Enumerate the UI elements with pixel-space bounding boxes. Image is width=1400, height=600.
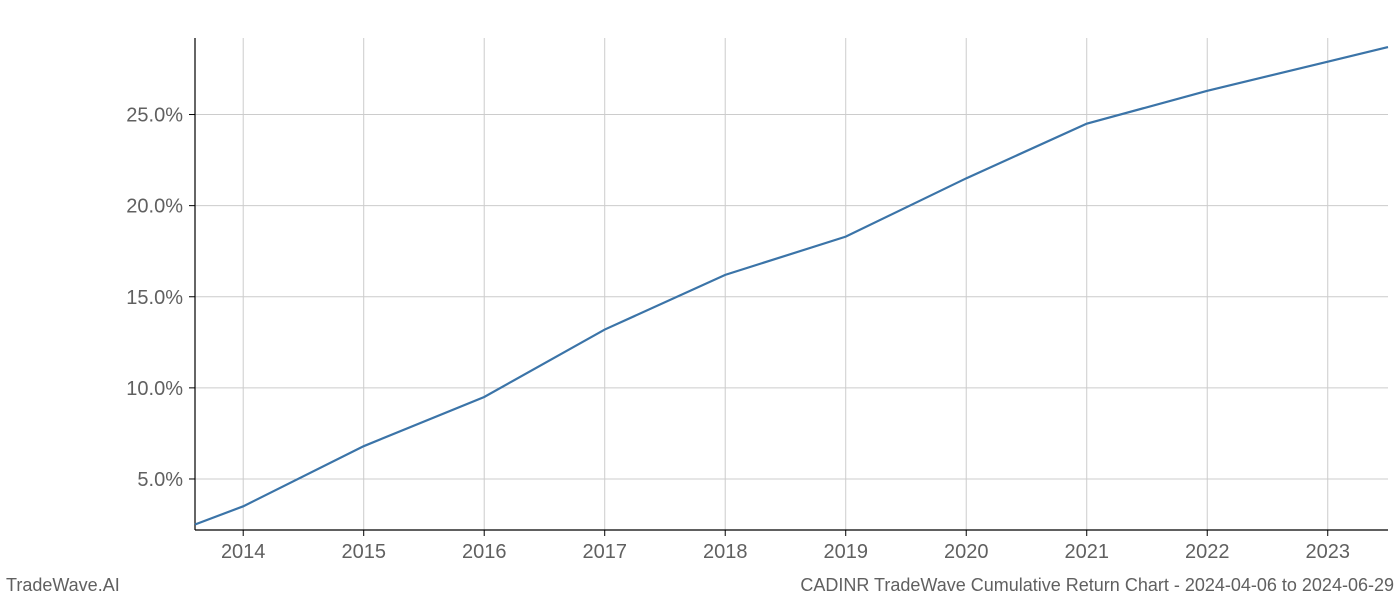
y-tick-label: 10.0% bbox=[126, 378, 183, 400]
y-tick-label: 5.0% bbox=[137, 469, 183, 491]
y-tick-label: 25.0% bbox=[126, 105, 183, 127]
series-cumulative-return bbox=[195, 47, 1388, 524]
x-tick-label: 2016 bbox=[462, 541, 507, 563]
line-chart: 2014 2015 2016 2017 2018 2019 2020 2021 2022 2023… bbox=[0, 0, 1400, 600]
y-tick-label: 20.0% bbox=[126, 196, 183, 218]
y-tick-label: 15.0% bbox=[126, 287, 183, 309]
footer-left-text: TradeWave.AI bbox=[6, 575, 120, 596]
x-tick-label: 2021 bbox=[1064, 541, 1109, 563]
x-tick-label: 2020 bbox=[944, 541, 989, 563]
chart-footer: TradeWave.AI CADINR TradeWave Cumulative… bbox=[0, 572, 1400, 600]
x-tick-label: 2015 bbox=[341, 541, 386, 563]
chart-container: 2014 2015 2016 2017 2018 2019 2020 2021 2022 2023… bbox=[0, 0, 1400, 600]
x-tick-label: 2014 bbox=[221, 541, 266, 563]
x-tick-label: 2018 bbox=[703, 541, 748, 563]
footer-right-text: CADINR TradeWave Cumulative Return Chart… bbox=[800, 575, 1394, 596]
x-tick-label: 2022 bbox=[1185, 541, 1230, 563]
x-tick-label: 2017 bbox=[582, 541, 627, 563]
x-tick-label: 2023 bbox=[1305, 541, 1350, 563]
x-tick-label: 2019 bbox=[823, 541, 868, 563]
